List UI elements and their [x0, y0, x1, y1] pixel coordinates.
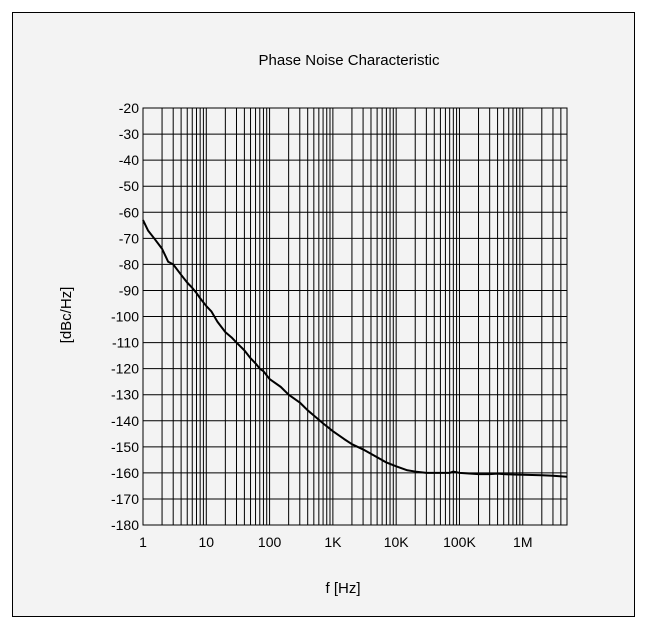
y-tick-label: -80 — [119, 256, 139, 272]
x-tick-labels: 1 10 100 1K 10K 100K 1M — [139, 534, 532, 550]
x-tick-label: 1K — [324, 534, 342, 550]
x-tick-label: 100 — [258, 534, 282, 550]
y-tick-label: -120 — [111, 361, 139, 377]
x-tick-label: 10 — [199, 534, 215, 550]
y-tick-label: -130 — [111, 387, 139, 403]
y-tick-label: -160 — [111, 465, 139, 481]
y-tick-label: -100 — [111, 309, 139, 325]
phase-noise-chart: Phase Noise Characteristic -20-30-40-50-… — [58, 52, 568, 597]
y-tick-label: -50 — [119, 178, 139, 194]
y-tick-label: -60 — [119, 204, 139, 220]
y-tick-label: -40 — [119, 152, 139, 168]
chart-frame: Phase Noise Characteristic -20 -30 -40 -50-… — [12, 12, 635, 617]
y-tick-label: -150 — [111, 439, 139, 455]
grid-lines — [142, 107, 568, 526]
series-line-phase-noise — [142, 219, 568, 478]
y-tick-label: -70 — [119, 230, 139, 246]
x-tick-label: 100K — [443, 534, 476, 550]
y-tick-label: -20 — [119, 100, 139, 116]
y-tick-label: -170 — [111, 491, 139, 507]
x-tick-label: 1M — [513, 534, 532, 550]
x-tick-label: 1 — [139, 534, 147, 550]
plot-area-border — [142, 107, 568, 526]
y-tick-label: -90 — [119, 282, 139, 298]
y-tick-labels: -20 -30 -40 -50 -60 -70 -80 -90 -100 -110 -120 -130… — [111, 100, 139, 533]
y-tick-label: -110 — [112, 335, 139, 351]
y-axis-label: [dBc/Hz] — [58, 287, 75, 344]
y-tick-label: -180 — [111, 517, 139, 533]
x-axis-label: f [Hz] — [325, 580, 360, 597]
chart-title: Phase Noise Characteristic — [259, 52, 440, 69]
y-tick-label: -30 — [119, 126, 139, 142]
x-tick-label: 10K — [384, 534, 410, 550]
y-tick-label: -140 — [111, 413, 139, 429]
